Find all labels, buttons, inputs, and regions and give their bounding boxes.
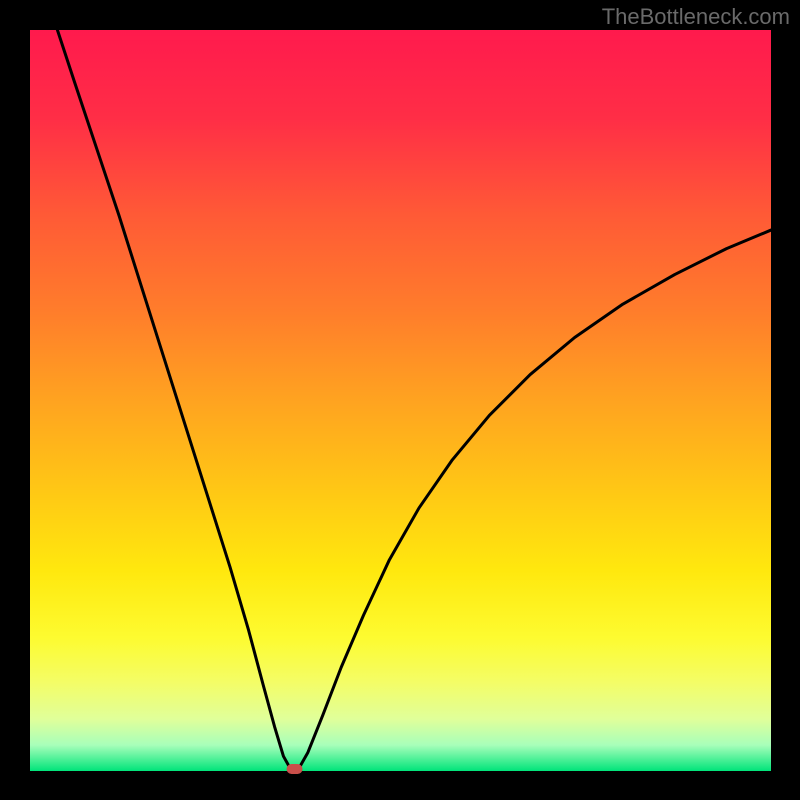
chart-svg <box>0 0 800 800</box>
chart-container: TheBottleneck.com <box>0 0 800 800</box>
optimal-marker <box>287 764 303 774</box>
plot-background <box>30 30 771 771</box>
watermark-text: TheBottleneck.com <box>602 4 790 30</box>
